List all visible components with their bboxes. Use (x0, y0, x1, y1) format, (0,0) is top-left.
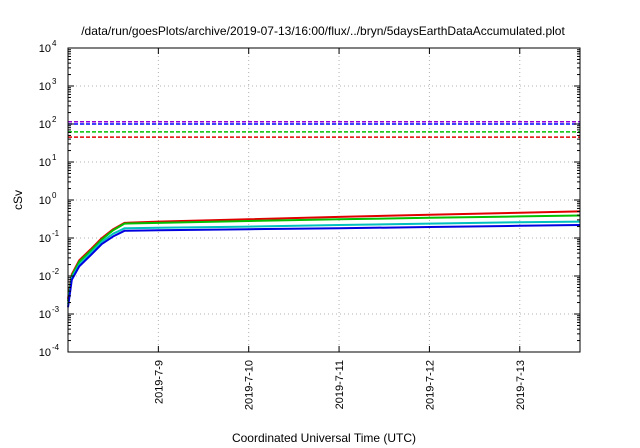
y-tick-label: 10 (39, 271, 51, 283)
y-tick-label: 10 (39, 233, 51, 245)
x-axis-ticks: 2019-7-9 2019-7-10 2019-7-11 2019-7-12 2019-… (153, 48, 527, 410)
x-tick-label: 2019-7-10 (244, 360, 256, 410)
y-tick-label: 10 (39, 195, 51, 207)
y-tick-exponent: -4 (52, 343, 60, 352)
y-tick-label: 10 (39, 119, 51, 131)
x-tick-label: 2019-7-12 (424, 360, 436, 410)
series-line (67, 214, 581, 302)
y-tick-exponent: 0 (52, 191, 57, 200)
y-tick-label: 10 (39, 309, 51, 321)
y-tick-exponent: -1 (52, 229, 60, 238)
chart-title: /data/run/goesPlots/archive/2019-07-13/1… (81, 24, 565, 38)
series-line (67, 220, 581, 305)
x-tick-label: 2019-7-11 (334, 360, 346, 409)
y-tick-exponent: 1 (52, 153, 57, 162)
x-axis-label: Coordinated Universal Time (UTC) (232, 431, 416, 445)
y-tick-exponent: 2 (52, 115, 57, 124)
series-line (67, 224, 581, 308)
y-tick-exponent: -3 (52, 305, 60, 314)
y-tick-label: 10 (39, 43, 51, 55)
y-tick-exponent: 3 (52, 77, 57, 86)
y-tick-exponent: 4 (52, 39, 57, 48)
grid (68, 48, 580, 352)
series-lines (67, 210, 581, 308)
x-tick-label: 2019-7-13 (515, 360, 527, 410)
y-tick-label: 10 (39, 157, 51, 169)
y-tick-label: 10 (39, 81, 51, 93)
x-tick-label: 2019-7-9 (153, 360, 165, 404)
y-tick-exponent: -2 (52, 267, 60, 276)
y-axis-label: cSv (11, 190, 25, 210)
threshold-lines (68, 120, 580, 138)
y-tick-label: 10 (39, 347, 51, 359)
